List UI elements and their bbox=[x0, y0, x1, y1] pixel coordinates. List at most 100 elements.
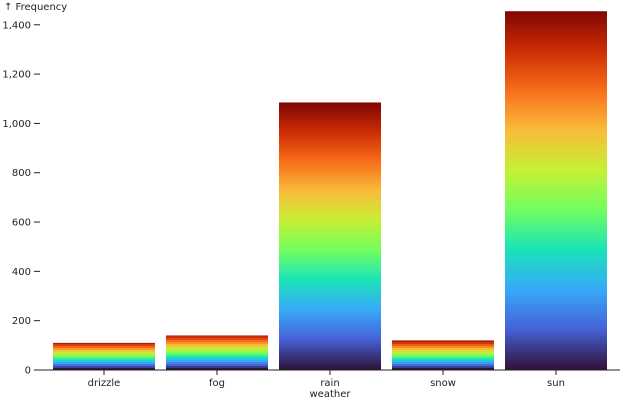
bar-segment bbox=[279, 204, 381, 206]
bar-segment bbox=[505, 140, 607, 142]
bar-segment bbox=[505, 352, 607, 354]
bar-segment bbox=[166, 338, 268, 340]
bar-segment bbox=[505, 86, 607, 88]
y-tick-label: 1,000 bbox=[2, 119, 31, 130]
x-tick-label: fog bbox=[209, 378, 225, 389]
bar-segment bbox=[53, 356, 155, 358]
bar-segment bbox=[279, 126, 381, 128]
bar-segment bbox=[505, 82, 607, 84]
bar-segment bbox=[505, 174, 607, 176]
bar-segment bbox=[279, 112, 381, 114]
bar-segment bbox=[505, 130, 607, 132]
bar-segment bbox=[279, 274, 381, 276]
bar-segment bbox=[505, 40, 607, 42]
bar-segment bbox=[505, 156, 607, 158]
bar-segment bbox=[505, 154, 607, 156]
bar-segment bbox=[505, 28, 607, 30]
bar-segment bbox=[279, 244, 381, 246]
bar-segment bbox=[166, 368, 268, 370]
bar-snow bbox=[392, 340, 494, 370]
bar-segment bbox=[279, 134, 381, 136]
bar-segment bbox=[505, 224, 607, 226]
bar-segment bbox=[505, 134, 607, 136]
bar-segment bbox=[279, 200, 381, 202]
bar-segment bbox=[279, 136, 381, 138]
bar-segment bbox=[279, 254, 381, 256]
bar-segment bbox=[505, 142, 607, 144]
bar-segment bbox=[505, 314, 607, 316]
bar-segment bbox=[505, 188, 607, 190]
y-tick-label: 0 bbox=[25, 366, 31, 377]
bar-segment bbox=[505, 24, 607, 26]
bar-segment bbox=[505, 114, 607, 116]
bar-segment bbox=[505, 170, 607, 172]
bar-segment bbox=[505, 84, 607, 86]
bar-segment bbox=[279, 206, 381, 208]
bar-segment bbox=[166, 358, 268, 360]
bar-segment bbox=[505, 270, 607, 272]
bar-segment bbox=[505, 318, 607, 320]
bar-segment bbox=[279, 162, 381, 164]
bar-segment bbox=[505, 216, 607, 218]
bar-segment bbox=[505, 46, 607, 48]
y-tick-label: 1,400 bbox=[2, 20, 31, 31]
bar-segment bbox=[505, 218, 607, 220]
bar-segment bbox=[279, 358, 381, 360]
bar-segment bbox=[166, 340, 268, 342]
bar-segment bbox=[279, 312, 381, 314]
bar-segment bbox=[505, 208, 607, 210]
bar-segment bbox=[505, 106, 607, 108]
y-axis-title: ↑ Frequency bbox=[4, 2, 67, 13]
bar-segment bbox=[279, 368, 381, 370]
bar-segment bbox=[279, 276, 381, 278]
bar-segment bbox=[505, 340, 607, 342]
bar-segment bbox=[279, 298, 381, 300]
bar-segment bbox=[279, 260, 381, 262]
bar-segment bbox=[166, 352, 268, 354]
bar-segment bbox=[505, 234, 607, 236]
bar-segment bbox=[279, 182, 381, 184]
bar-segment bbox=[279, 256, 381, 258]
bar-segment bbox=[505, 342, 607, 344]
bar-segment bbox=[505, 348, 607, 350]
bar-segment bbox=[505, 292, 607, 294]
bar-segment bbox=[279, 154, 381, 156]
bar-segment bbox=[279, 290, 381, 292]
bar-segment bbox=[279, 316, 381, 318]
bar-segment bbox=[505, 210, 607, 212]
bar-segment bbox=[505, 206, 607, 208]
bar-segment bbox=[505, 164, 607, 166]
bar-segment bbox=[505, 316, 607, 318]
bar-segment bbox=[279, 190, 381, 192]
bar-segment bbox=[166, 348, 268, 350]
bar-segment bbox=[505, 346, 607, 348]
bar-segment bbox=[392, 350, 494, 352]
bar-segment bbox=[279, 328, 381, 330]
bar-segment bbox=[392, 358, 494, 360]
bar-segment bbox=[505, 254, 607, 256]
bar-segment bbox=[279, 212, 381, 214]
bar-segment bbox=[505, 110, 607, 112]
bar-segment bbox=[53, 354, 155, 356]
bar-segment bbox=[505, 60, 607, 62]
bar-segment bbox=[505, 116, 607, 118]
bar-segment bbox=[166, 360, 268, 362]
bar-segment bbox=[505, 222, 607, 224]
bar-segment bbox=[505, 278, 607, 280]
bar-segment bbox=[279, 120, 381, 122]
bar-segment bbox=[166, 336, 268, 338]
bar-segment bbox=[505, 12, 607, 14]
y-tick-label: 1,200 bbox=[2, 70, 31, 81]
bar-segment bbox=[279, 106, 381, 108]
bar-segment bbox=[279, 314, 381, 316]
bar-segment bbox=[279, 332, 381, 334]
bar-segment bbox=[505, 220, 607, 222]
bar-segment bbox=[392, 346, 494, 348]
bar-segment bbox=[53, 348, 155, 350]
bar-segment bbox=[505, 190, 607, 192]
bar-segment bbox=[279, 178, 381, 180]
bar-segment bbox=[279, 234, 381, 236]
bar-segment bbox=[505, 158, 607, 160]
bar-segment bbox=[505, 30, 607, 32]
